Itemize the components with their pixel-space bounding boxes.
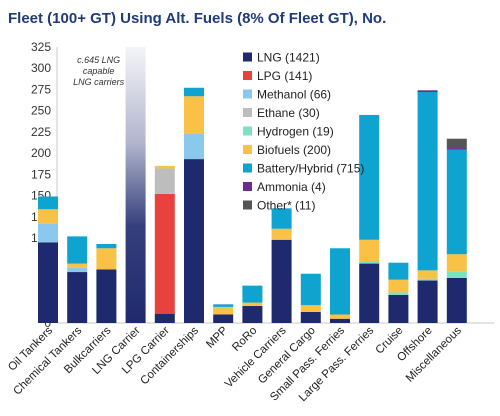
bar-oil-tankers-battery-hybrid [38, 196, 58, 210]
bar-offshore-battery-hybrid [417, 92, 438, 271]
legend-label: Biofuels (200) [257, 143, 331, 157]
bar-chemical-tankers-methanol [67, 267, 88, 273]
y-tick-label: 200 [31, 146, 51, 160]
bar-miscellaneous-lng [446, 277, 467, 323]
bar-roro-lng [242, 306, 263, 323]
bar-lpg-carrier-ethane [154, 168, 175, 194]
annotation-text: capable [83, 66, 115, 76]
bar-oil-tankers-lng [38, 242, 58, 323]
bar-lng-carrier-lng [125, 47, 146, 323]
bar-bulkcarriers-biofuels [96, 248, 117, 270]
bar-offshore-ammonia [417, 90, 438, 93]
bar-cruise-battery-hybrid [388, 262, 409, 280]
legend-label: Other* (11) [257, 199, 315, 213]
legend-label: LNG (1421) [257, 51, 320, 65]
legend-swatch-lng [243, 52, 252, 62]
legend-label: Hydrogen (19) [257, 125, 334, 139]
bar-vehicle-carriers-lng [271, 239, 292, 323]
bar-oil-tankers-biofuels [38, 209, 58, 224]
bar-bulkcarriers-battery-hybrid [96, 244, 117, 249]
legend-swatch-ethane [243, 108, 252, 117]
bar-chemical-tankers-lng [67, 272, 88, 323]
bar-mpp-battery-hybrid [213, 304, 234, 307]
bar-offshore-lng [417, 280, 438, 323]
bar-small-pass-ferries-biofuels [330, 314, 350, 319]
bar-lpg-carrier-lng [154, 313, 175, 323]
bar-large-pass-ferries-biofuels [359, 239, 380, 262]
y-tick-label: 325 [31, 40, 51, 54]
y-tick-label: 250 [31, 104, 51, 118]
bar-large-pass-ferries-lng [359, 263, 380, 323]
legend-label: Ammonia (4) [257, 180, 326, 194]
legend-swatch-biofuels [243, 145, 252, 154]
bar-small-pass-ferries-lng [330, 318, 350, 323]
bar-cruise-lng [388, 294, 409, 323]
y-tick-label: 225 [31, 125, 51, 139]
bar-mpp-biofuels [213, 306, 234, 315]
legend-swatch-ammonia [243, 182, 252, 191]
bar-miscellaneous-ammonia [446, 148, 467, 150]
x-tick-label: MPP [204, 324, 230, 350]
bar-bulkcarriers-lng [96, 269, 117, 323]
chart-title: Fleet (100+ GT) Using Alt. Fuels (8% Of … [8, 10, 387, 27]
legend-swatch-lpg [243, 71, 252, 80]
y-tick-label: 300 [31, 61, 51, 75]
bar-cruise-hydrogen [388, 292, 409, 295]
legend-swatch-hydrogen [243, 126, 252, 136]
y-tick-label: 175 [31, 167, 51, 181]
bar-lpg-carrier-lpg [154, 193, 175, 314]
bar-roro-battery-hybrid [242, 285, 263, 303]
legend-label: Ethane (30) [257, 106, 320, 120]
annotation-text: c.645 LNG [77, 55, 120, 65]
bar-vehicle-carriers-battery-hybrid [271, 208, 292, 229]
legend-swatch-other [243, 200, 252, 210]
bar-miscellaneous-battery-hybrid [446, 149, 467, 255]
bar-cruise-biofuels [388, 279, 409, 293]
bar-general-cargo-lng [300, 311, 321, 323]
bar-containerships-battery-hybrid [184, 87, 204, 97]
bar-large-pass-ferries-hydrogen [359, 261, 380, 264]
bar-vehicle-carriers-biofuels [271, 228, 292, 240]
bar-offshore-hydrogen [417, 278, 438, 281]
legend-label: Methanol (66) [257, 88, 331, 102]
bar-miscellaneous-other [446, 138, 467, 149]
annotation-text: LNG carriers [73, 77, 125, 87]
bar-miscellaneous-biofuels [446, 254, 467, 272]
bar-mpp-lng [213, 314, 234, 323]
bar-lpg-carrier-biofuels [154, 165, 175, 169]
bar-roro-biofuels [242, 302, 263, 307]
bar-chemical-tankers-biofuels [67, 263, 88, 268]
legend-swatch-methanol [243, 89, 252, 99]
bar-general-cargo-biofuels [300, 305, 321, 312]
bar-offshore-biofuels [417, 270, 438, 279]
bar-general-cargo-battery-hybrid [300, 273, 321, 306]
bar-containerships-biofuels [184, 96, 204, 134]
legend-label: Battery/Hybrid (715) [257, 162, 364, 176]
bar-miscellaneous-hydrogen [446, 271, 467, 278]
bar-containerships-methanol [184, 133, 204, 160]
bar-oil-tankers-methanol [38, 223, 58, 243]
bar-chemical-tankers-battery-hybrid [67, 236, 88, 264]
bar-large-pass-ferries-battery-hybrid [359, 114, 380, 240]
y-tick-label: 275 [31, 82, 51, 96]
legend-swatch-battery-hybrid [243, 163, 252, 173]
bar-containerships-lng [184, 159, 204, 323]
legend-label: LPG (141) [257, 69, 312, 83]
bar-small-pass-ferries-battery-hybrid [330, 248, 350, 315]
